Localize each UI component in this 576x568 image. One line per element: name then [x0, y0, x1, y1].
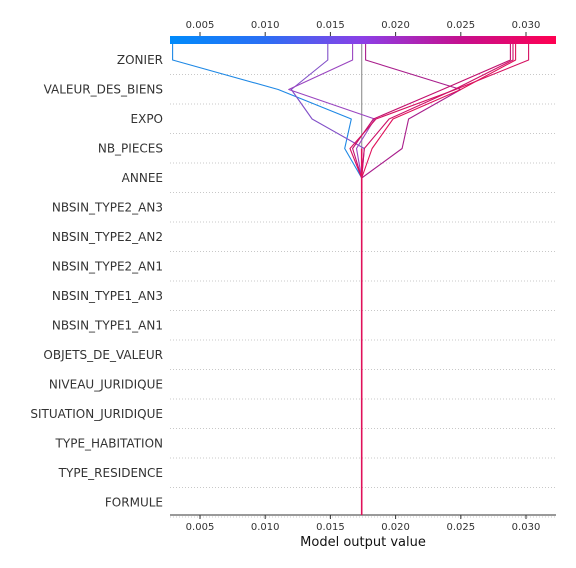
x-tick-label-top: 0.015	[316, 20, 345, 31]
feature-label: OBJETS_DE_VALEUR	[43, 348, 163, 362]
x-tick-label-top: 0.025	[446, 20, 475, 31]
feature-label: NBSIN_TYPE1_AN3	[52, 289, 163, 303]
colorbar	[170, 36, 556, 44]
x-axis-title: Model output value	[300, 535, 426, 550]
feature-label: NIVEAU_JURIDIQUE	[49, 378, 163, 392]
decision-path	[361, 44, 462, 515]
feature-label: TYPE_HABITATION	[55, 437, 163, 451]
feature-label: ZONIER	[117, 53, 163, 67]
feature-label: NBSIN_TYPE2_AN2	[52, 230, 163, 244]
x-tick-label-bottom: 0.025	[446, 522, 475, 533]
feature-label: NBSIN_TYPE2_AN1	[52, 260, 163, 274]
feature-label: ANNEE	[122, 171, 163, 185]
x-tick-label-bottom: 0.005	[186, 522, 215, 533]
x-tick-label-bottom: 0.010	[251, 522, 280, 533]
decision-path	[290, 44, 365, 515]
x-tick-label-top: 0.030	[512, 20, 541, 31]
feature-label: EXPO	[131, 112, 163, 126]
decision-path	[172, 44, 363, 515]
feature-label: NB_PIECES	[98, 142, 163, 156]
feature-label: NBSIN_TYPE1_AN1	[52, 319, 163, 333]
feature-label: FORMULE	[105, 496, 163, 510]
feature-label: NBSIN_TYPE2_AN3	[52, 201, 163, 215]
decision-path	[349, 44, 530, 515]
x-tick-label-top: 0.005	[186, 20, 215, 31]
feature-label: SITUATION_JURIDIQUE	[30, 407, 163, 421]
feature-label: TYPE_RESIDENCE	[58, 466, 163, 480]
x-tick-label-bottom: 0.020	[381, 522, 410, 533]
x-tick-label-top: 0.010	[251, 20, 280, 31]
feature-label: VALEUR_DES_BIENS	[44, 83, 163, 97]
x-tick-label-bottom: 0.015	[316, 522, 345, 533]
decision-path	[352, 44, 511, 515]
x-tick-label-top: 0.020	[381, 20, 410, 31]
x-tick-label-bottom: 0.030	[512, 522, 541, 533]
